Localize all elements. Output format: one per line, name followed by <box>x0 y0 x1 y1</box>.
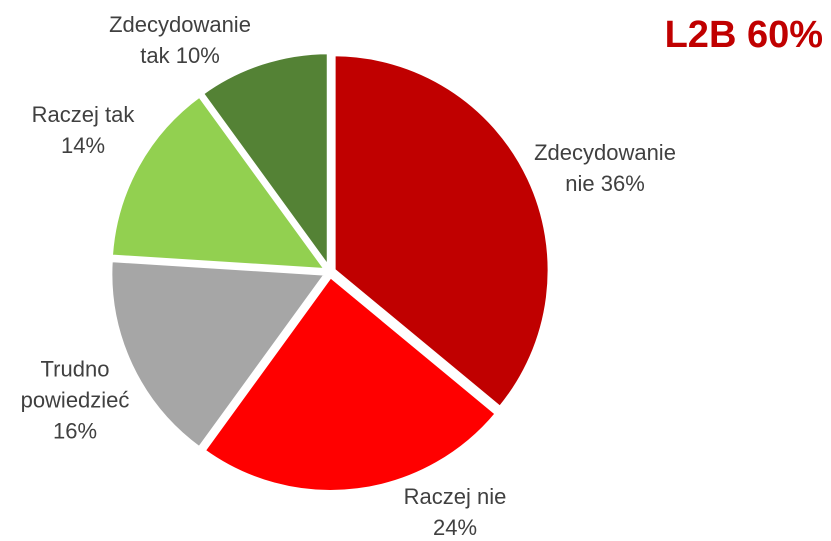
slice-label: Raczej nie 24% <box>390 481 520 541</box>
annotation: L2B 60% <box>664 14 823 56</box>
pie-slice <box>199 50 331 275</box>
slice-label: Raczej tak 14% <box>21 99 146 161</box>
category-label: Zdecydowanie nie <box>534 140 676 196</box>
pie-slice <box>200 273 500 494</box>
category-label: Zdecydowanie tak <box>109 12 251 68</box>
value-label: 10% <box>175 43 220 68</box>
slice-label: Zdecydowanie tak 10% <box>95 9 265 71</box>
category-label: Raczej nie <box>403 484 507 509</box>
category-label: Raczej tak <box>31 102 135 127</box>
value-label: 14% <box>60 133 106 158</box>
category-label: Trudno powiedzieć <box>20 356 130 413</box>
value-label: 16% <box>52 418 98 444</box>
pie-slice <box>108 92 331 273</box>
value-label: 24% <box>432 515 478 540</box>
pie-slice <box>108 258 331 452</box>
value-label: 36% <box>600 171 645 196</box>
slice-label: Zdecydowanie nie 36% <box>520 137 690 199</box>
slice-label: Trudno powiedzieć 16% <box>13 354 138 447</box>
pie-slice <box>331 52 552 411</box>
